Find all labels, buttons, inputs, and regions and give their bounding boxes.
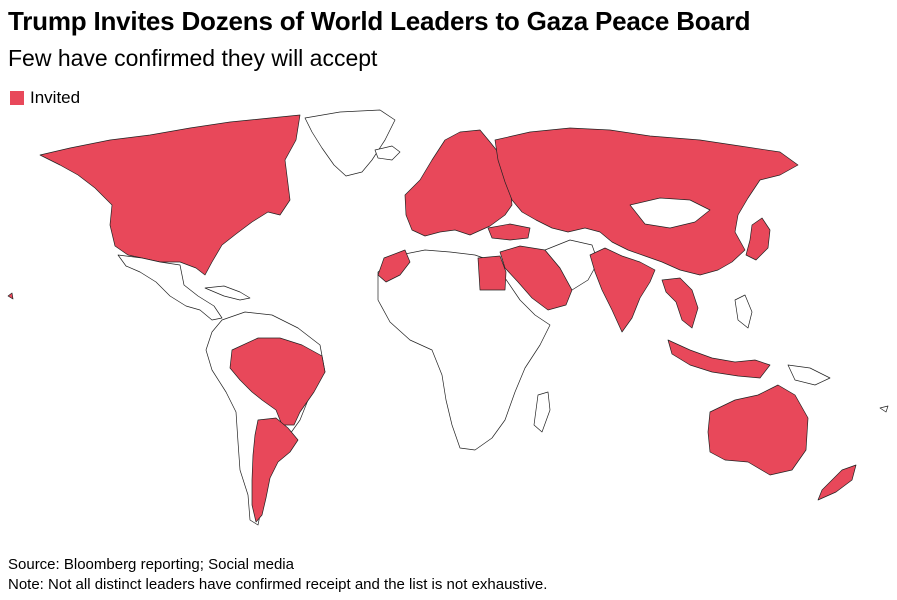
region-australia bbox=[707, 384, 809, 476]
region-central-america bbox=[117, 254, 223, 321]
region-caribbean bbox=[204, 285, 251, 301]
region-morocco bbox=[377, 249, 411, 283]
legend: Invited bbox=[10, 88, 80, 108]
region-new-zealand bbox=[817, 464, 857, 501]
region-philippines bbox=[734, 294, 753, 329]
region-hawaii bbox=[7, 292, 14, 300]
region-egypt bbox=[477, 255, 507, 291]
region-turkey bbox=[487, 223, 531, 241]
region-india bbox=[589, 247, 656, 333]
region-iran bbox=[544, 239, 599, 291]
legend-swatch-invited bbox=[10, 91, 24, 105]
region-madagascar bbox=[533, 391, 551, 433]
region-pacific-islands bbox=[879, 405, 889, 413]
region-japan bbox=[745, 217, 771, 261]
region-southeast-asia bbox=[661, 277, 699, 329]
region-argentina bbox=[251, 417, 299, 523]
legend-label-invited: Invited bbox=[30, 88, 81, 107]
region-greenland bbox=[304, 109, 396, 177]
region-new-guinea bbox=[787, 364, 831, 386]
source-note: Source: Bloomberg reporting; Social medi… bbox=[8, 556, 294, 573]
footnote: Note: Not all distinct leaders have conf… bbox=[8, 576, 548, 593]
region-indonesia bbox=[667, 339, 771, 379]
region-africa bbox=[377, 249, 551, 451]
region-north-america bbox=[39, 114, 301, 276]
world-map bbox=[7, 109, 889, 526]
region-mongolia bbox=[629, 197, 711, 229]
region-brazil bbox=[229, 337, 326, 426]
region-iceland bbox=[374, 145, 401, 161]
region-middle-east bbox=[499, 245, 573, 311]
chart-title: Trump Invites Dozens of World Leaders to… bbox=[8, 6, 751, 36]
chart-subtitle: Few have confirmed they will accept bbox=[8, 45, 378, 71]
